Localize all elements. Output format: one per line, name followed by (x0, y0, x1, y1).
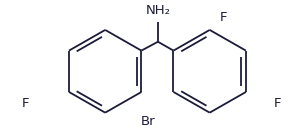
Text: F: F (274, 97, 281, 110)
Text: F: F (220, 11, 227, 24)
Text: F: F (22, 97, 29, 110)
Text: NH₂: NH₂ (146, 4, 171, 17)
Text: Br: Br (141, 115, 155, 128)
